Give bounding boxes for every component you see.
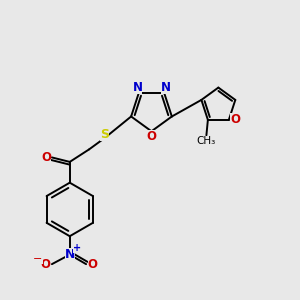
Text: O: O — [40, 258, 50, 271]
Text: N: N — [132, 81, 142, 94]
Text: CH₃: CH₃ — [197, 136, 216, 146]
Text: −: − — [33, 254, 43, 264]
Text: O: O — [230, 113, 240, 126]
Text: O: O — [41, 151, 51, 164]
Text: O: O — [88, 258, 98, 271]
Text: O: O — [146, 130, 157, 143]
Text: S: S — [100, 128, 109, 141]
Text: N: N — [64, 248, 75, 261]
Text: N: N — [160, 81, 171, 94]
Text: +: + — [74, 243, 82, 253]
